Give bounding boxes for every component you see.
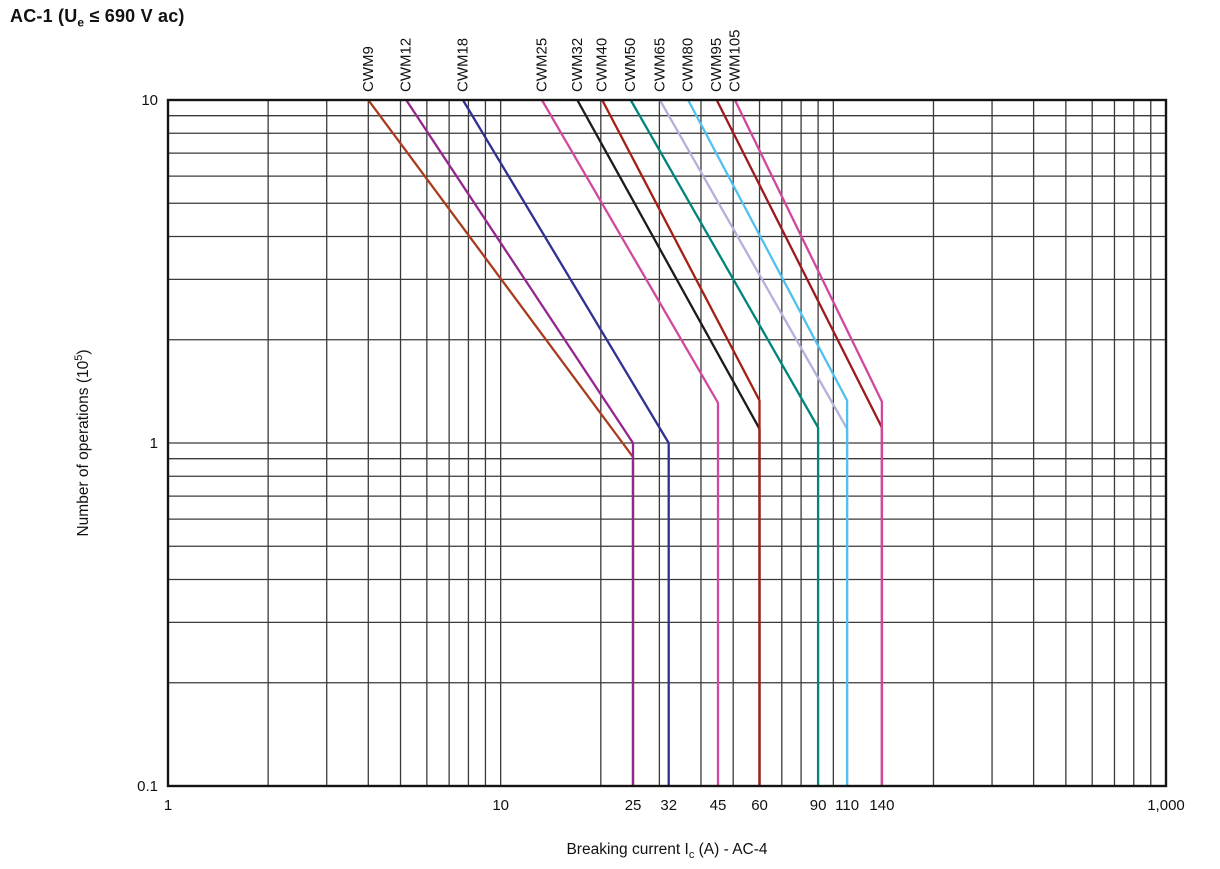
chart-title-text: AC-1 (U (10, 6, 78, 26)
chart-title-subscript: e (77, 15, 85, 30)
series-label-CWM9: CWM9 (360, 46, 377, 92)
chart-title: AC-1 (Ue ≤ 690 V ac) (10, 6, 185, 30)
series-curve-CWM50 (629, 99, 820, 786)
series-curve-CWM18 (461, 99, 670, 786)
series-curve-CWM105 (733, 99, 884, 786)
series-label-CWM65: CWM65 (651, 38, 668, 92)
y-axis-label: Number of operations (105) (73, 349, 92, 536)
series-label-CWM32: CWM32 (569, 38, 586, 92)
x-tick-label-10: 10 (492, 797, 509, 814)
x-tick-label-1,000: 1,000 (1147, 797, 1185, 814)
series-label-CWM80: CWM80 (680, 38, 697, 92)
series-labels: CWM9 CWM12 CWM18 CWM25 CWM32 CWM40 CWM50 CWM65 C… (360, 29, 744, 92)
series-label-CWM105: CWM105 (726, 29, 743, 92)
x-tick-labels: 1 10 25 32 45 60 90 110 140 1,000 (164, 797, 1185, 814)
series-label-CWM95: CWM95 (708, 38, 725, 92)
y-tick-label-10: 10 (141, 92, 158, 109)
y-tick-label-0.1: 0.1 (137, 778, 158, 795)
series-curves (367, 99, 884, 786)
series-curve-CWM25 (540, 99, 720, 786)
series-curve-CWM40 (601, 99, 761, 786)
x-tick-label-110: 110 (835, 797, 859, 814)
series-label-CWM25: CWM25 (533, 38, 550, 92)
x-tick-label-25: 25 (625, 797, 642, 814)
y-tick-label-1: 1 (150, 435, 158, 452)
series-label-CWM50: CWM50 (622, 38, 639, 92)
x-tick-label-45: 45 (710, 797, 727, 814)
series-label-CWM18: CWM18 (454, 38, 471, 92)
y-tick-labels: 10 1 0.1 (137, 92, 158, 795)
x-tick-label-1: 1 (164, 797, 172, 814)
chart-title-rest: ≤ 690 V ac) (84, 6, 185, 26)
series-curve-CWM12 (405, 99, 635, 786)
plot-frame (166, 98, 1168, 788)
series-curve-CWM80 (687, 99, 849, 786)
x-axis-label: Breaking current Ic (A) - AC-4 (566, 841, 767, 861)
grid-lines (167, 99, 1167, 787)
x-tick-label-140: 140 (869, 797, 894, 814)
x-tick-label-90: 90 (810, 797, 827, 814)
x-tick-label-60: 60 (751, 797, 768, 814)
x-tick-label-32: 32 (660, 797, 677, 814)
series-label-CWM12: CWM12 (398, 38, 415, 92)
series-label-CWM40: CWM40 (594, 38, 611, 92)
